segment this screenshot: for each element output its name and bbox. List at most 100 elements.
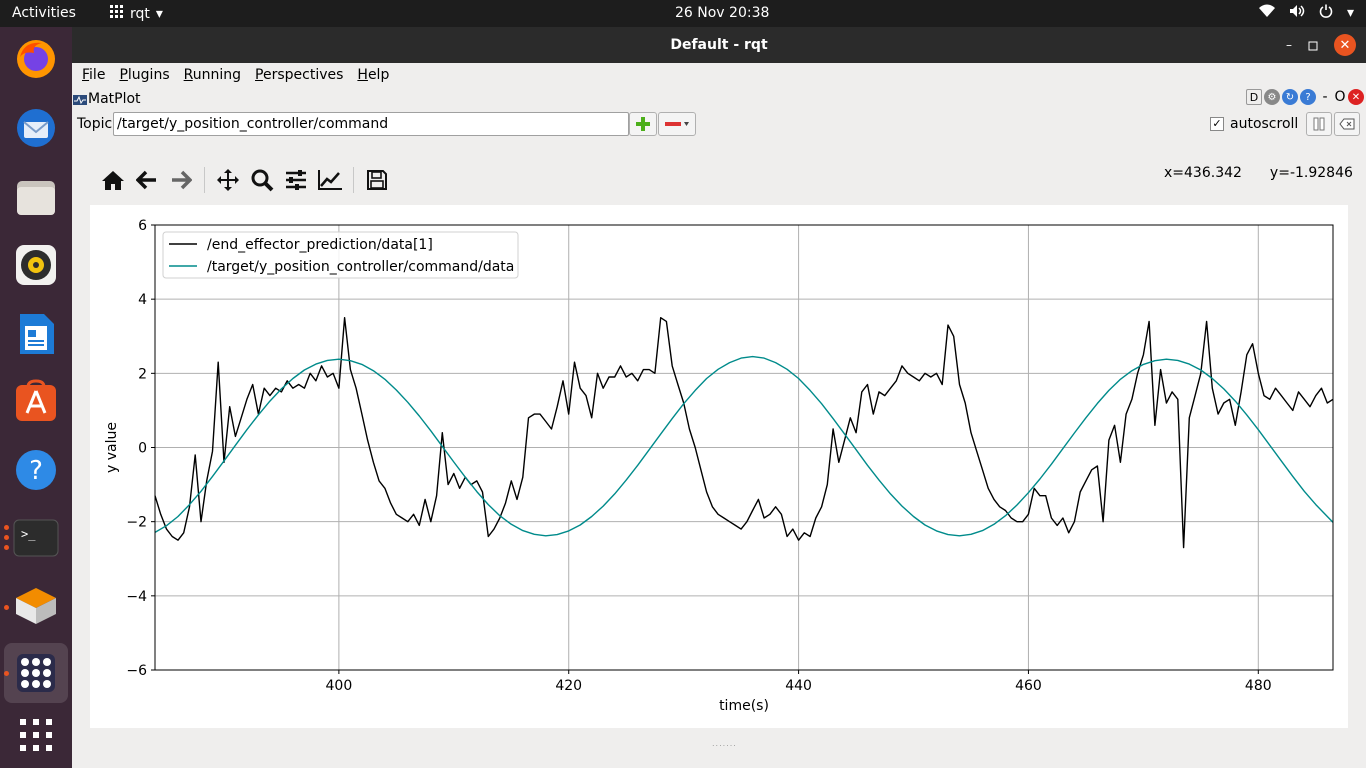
svg-text:>_: >_ xyxy=(21,527,36,541)
cursor-coordinates: x=436.342 y=-1.92846 xyxy=(1164,165,1353,181)
rqt-window: Default - rqt – ✕ File Plugins Running P… xyxy=(72,27,1366,768)
running-indicator xyxy=(4,671,9,676)
home-icon[interactable] xyxy=(98,165,128,195)
float-plugin-button[interactable]: O xyxy=(1334,89,1346,105)
firefox-icon[interactable] xyxy=(12,35,60,83)
toolbar-separator xyxy=(353,167,354,193)
series-line-0 xyxy=(154,316,1334,549)
resize-handle[interactable]: ....... xyxy=(712,739,737,748)
pause-icon xyxy=(1313,117,1325,131)
matplot-icon xyxy=(73,93,87,109)
clear-button[interactable] xyxy=(1334,112,1360,136)
y-tick-label: −6 xyxy=(126,663,147,679)
power-icon xyxy=(1319,4,1333,22)
running-indicator xyxy=(4,535,9,540)
files-icon[interactable] xyxy=(12,173,60,221)
settings-gear-icon[interactable]: ⚙ xyxy=(1264,89,1280,105)
menu-running[interactable]: Running xyxy=(183,67,242,83)
autoscroll-checkbox[interactable]: ✓ xyxy=(1210,117,1224,131)
running-indicator xyxy=(4,545,9,550)
cursor-x-readout: x=436.342 xyxy=(1164,165,1242,181)
thunderbird-icon[interactable] xyxy=(12,104,60,152)
rhythmbox-icon[interactable] xyxy=(12,241,60,289)
plot-figure[interactable]: 400 420 440 460 480 −6 −4 −2 0 2 4 6 time(s) y value /… xyxy=(90,205,1348,728)
minimize-icon[interactable]: – xyxy=(1286,38,1292,52)
close-plugin-icon[interactable]: ✕ xyxy=(1348,89,1364,105)
x-axis-label: time(s) xyxy=(719,698,769,714)
toolbar-separator xyxy=(204,167,205,193)
title-bar[interactable]: Default - rqt – ✕ xyxy=(72,27,1366,63)
zoom-magnifier-icon[interactable] xyxy=(247,165,277,195)
maximize-icon[interactable] xyxy=(1308,36,1318,55)
volume-icon xyxy=(1289,4,1305,22)
series-line-1 xyxy=(154,355,1334,537)
reload-icon[interactable]: ↻ xyxy=(1282,89,1298,105)
x-tick-label: 440 xyxy=(785,678,812,694)
svg-text:?: ? xyxy=(29,456,43,486)
back-arrow-icon[interactable] xyxy=(132,165,162,195)
legend-label-1: /target/y_position_controller/command/da… xyxy=(207,259,514,275)
pause-button[interactable] xyxy=(1306,112,1332,136)
system-tray[interactable]: ▾ xyxy=(1258,4,1354,22)
close-icon[interactable]: ✕ xyxy=(1334,34,1356,56)
menu-help[interactable]: Help xyxy=(357,67,390,83)
x-tick-label: 400 xyxy=(326,678,353,694)
y-tick-label: 2 xyxy=(138,366,147,382)
app-menu-label: rqt xyxy=(130,6,150,22)
plot-canvas[interactable]: 400 420 440 460 480 −6 −4 −2 0 2 4 6 time(s) y value /… xyxy=(90,205,1348,728)
dock: ? >_ xyxy=(0,27,72,768)
topic-input[interactable] xyxy=(113,112,629,136)
subplots-config-icon[interactable] xyxy=(281,165,311,195)
plugin-header: MatPlot D ⚙ ↻ ? - O ✕ xyxy=(72,89,1366,109)
terminal-icon[interactable]: >_ xyxy=(12,514,60,562)
pan-move-icon[interactable] xyxy=(213,165,243,195)
help-icon[interactable]: ? xyxy=(12,446,60,494)
topic-label: Topic xyxy=(77,116,113,132)
chevron-down-icon: ▾ xyxy=(155,6,163,22)
help-question-icon[interactable]: ? xyxy=(1300,89,1316,105)
plugin-title: MatPlot xyxy=(88,91,141,107)
x-tick-label: 480 xyxy=(1245,678,1272,694)
menu-bar: File Plugins Running Perspectives Help xyxy=(72,63,1366,87)
menu-perspectives[interactable]: Perspectives xyxy=(255,67,344,83)
wifi-icon xyxy=(1258,4,1275,22)
chevron-down-icon: ▾ xyxy=(1346,5,1354,21)
save-floppy-icon[interactable] xyxy=(362,165,392,195)
clock[interactable]: 26 Nov 20:38 xyxy=(675,5,770,21)
legend-box xyxy=(162,231,519,279)
matplotlib-toolbar xyxy=(98,165,392,195)
running-indicator xyxy=(4,525,9,530)
running-indicator xyxy=(4,605,9,610)
edit-axes-icon[interactable] xyxy=(315,165,345,195)
software-icon[interactable] xyxy=(12,377,60,425)
minus-dropdown-icon xyxy=(665,122,689,126)
show-apps-icon[interactable] xyxy=(12,711,60,759)
menu-file[interactable]: File xyxy=(82,67,106,83)
x-tick-label: 420 xyxy=(555,678,582,694)
app-menu[interactable]: rqt ▾ xyxy=(110,5,163,23)
minimize-plugin-icon[interactable]: - xyxy=(1322,89,1328,105)
writer-icon[interactable] xyxy=(12,310,60,358)
menu-plugins[interactable]: Plugins xyxy=(119,67,170,83)
rqt-icon[interactable] xyxy=(4,643,68,703)
add-topic-button[interactable] xyxy=(629,112,657,136)
dock-toggle-button[interactable]: D xyxy=(1246,89,1262,105)
window-title: Default - rqt xyxy=(670,37,768,53)
plot-frame xyxy=(154,224,1334,671)
rqt-app-icon xyxy=(110,5,124,23)
y-tick-label: −4 xyxy=(126,589,147,605)
top-bar: Activities rqt ▾ 26 Nov 20:38 ▾ xyxy=(0,0,1366,27)
y-tick-label: −2 xyxy=(126,515,147,531)
forward-arrow-icon[interactable] xyxy=(166,165,196,195)
plus-icon xyxy=(636,117,650,131)
y-tick-label: 6 xyxy=(138,218,147,234)
activities-button[interactable]: Activities xyxy=(12,5,76,21)
y-tick-label: 0 xyxy=(138,441,147,457)
blender-icon[interactable] xyxy=(12,582,60,630)
y-axis-label: y value xyxy=(104,422,120,473)
autoscroll-toggle[interactable]: ✓ autoscroll xyxy=(1210,116,1298,132)
autoscroll-label: autoscroll xyxy=(1230,116,1299,132)
remove-topic-button[interactable] xyxy=(658,112,696,136)
legend-label-0: /end_effector_prediction/data[1] xyxy=(207,237,433,253)
clear-icon xyxy=(1339,118,1355,130)
